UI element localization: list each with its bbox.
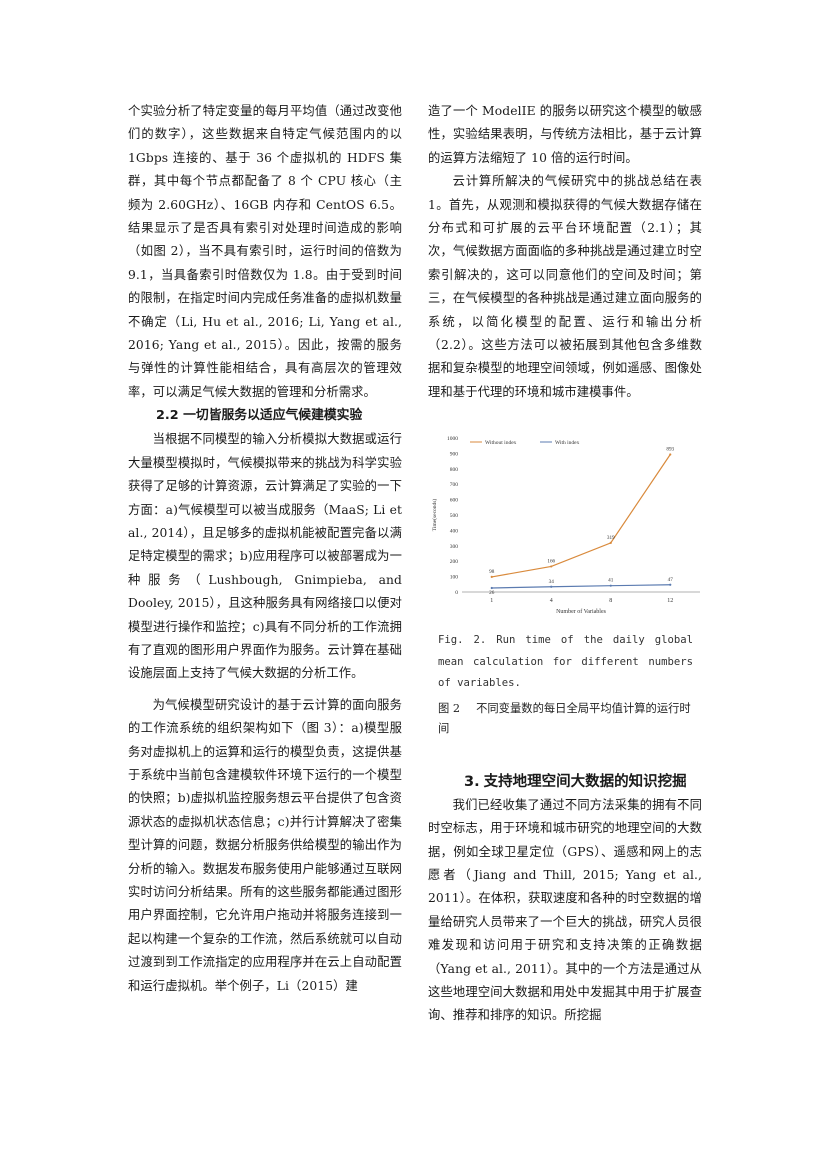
legend-label: Without index — [485, 440, 517, 446]
run-time-line-chart: 0 100 200 300 400 500 600 700 800 900 1000 1 4 8 12 Num… — [428, 430, 708, 620]
data-label: 893 — [666, 447, 674, 453]
figure-caption-zh: 图 2 不同变量数的每日全局平均值计算的运行时间 — [438, 699, 698, 739]
data-point — [550, 566, 552, 568]
data-point — [610, 585, 612, 587]
section-2-2-heading: 2.2 一切皆服务以适应气候建模实验 — [128, 404, 402, 428]
series-line-without-index — [492, 455, 671, 577]
y-tick-label: 400 — [450, 529, 459, 535]
x-tick-label: 8 — [609, 598, 612, 604]
y-tick-label: 500 — [450, 513, 459, 519]
x-tick-label: 4 — [550, 598, 553, 604]
figure-caption-zh-text: 不同变量数的每日全局平均值计算的运行时间 — [438, 702, 691, 735]
y-tick-label: 800 — [450, 467, 459, 473]
data-label: 34 — [549, 579, 555, 585]
right-paragraph-3: 我们已经收集了通过不同方法采集的拥有不同时空标志，用于环境和城市研究的地理空间的… — [428, 794, 702, 1028]
data-point — [550, 586, 552, 588]
data-label: 166 — [547, 559, 555, 565]
right-paragraph-1: 造了一个 ModelIE 的服务以研究这个模型的敏感性，实验结果表明，与传统方法… — [428, 100, 702, 170]
data-label: 319 — [607, 535, 615, 541]
data-point — [491, 576, 493, 578]
section-3-heading: 3. 支持地理空间大数据的知识挖掘 — [428, 771, 702, 794]
right-paragraph-2: 云计算所解决的气候研究中的挑战总结在表 1。首先，从观测和模拟获得的气候大数据存… — [428, 170, 702, 404]
x-tick-label: 1 — [490, 598, 493, 604]
y-tick-label: 0 — [455, 590, 458, 596]
y-tick-label: 600 — [450, 498, 459, 504]
y-tick-label: 1000 — [447, 436, 458, 442]
data-point — [669, 454, 671, 456]
left-paragraph-2: 当根据不同模型的输入分析模拟大数据或运行大量模型模拟时，气候模拟带来的挑战为科学… — [128, 428, 402, 685]
section-3-title: 支持地理空间大数据的知识挖掘 — [484, 774, 687, 790]
data-point — [491, 587, 493, 589]
left-column: 个实验分析了特定变量的每月平均值（通过改变他们的数字），这些数据来自特定气候范围… — [128, 100, 402, 998]
figure-caption-en: Fig. 2. Run time of the daily global mea… — [438, 630, 693, 695]
x-tick-label: 12 — [667, 598, 673, 604]
y-tick-label: 300 — [450, 544, 459, 550]
series-line-with-index — [492, 585, 671, 588]
x-axis-label: Number of Variables — [556, 608, 607, 615]
left-paragraph-3: 为气候模型研究设计的基于云计算的面向服务的工作流系统的组织架构如下（图 3）：a… — [128, 694, 402, 998]
data-label: 41 — [608, 578, 614, 584]
data-point — [669, 584, 671, 586]
section-3-number: 3. — [464, 774, 480, 790]
legend-label: With index — [555, 440, 580, 446]
right-column: 造了一个 ModelIE 的服务以研究这个模型的敏感性，实验结果表明，与传统方法… — [428, 100, 702, 1028]
data-label: 26 — [489, 590, 495, 596]
y-tick-label: 200 — [450, 559, 459, 565]
y-tick-label: 900 — [450, 452, 459, 458]
figure-2: 0 100 200 300 400 500 600 700 800 900 1000 1 4 8 12 Num… — [428, 430, 708, 620]
y-tick-label: 700 — [450, 482, 459, 488]
data-label: 47 — [668, 577, 674, 583]
left-paragraph-1: 个实验分析了特定变量的每月平均值（通过改变他们的数字），这些数据来自特定气候范围… — [128, 100, 402, 404]
data-point — [610, 542, 612, 544]
figure-caption-zh-label: 图 2 — [438, 702, 460, 715]
data-label: 98 — [489, 569, 495, 575]
y-axis-label: Time(seconds) — [431, 499, 438, 532]
y-tick-label: 100 — [450, 575, 459, 581]
